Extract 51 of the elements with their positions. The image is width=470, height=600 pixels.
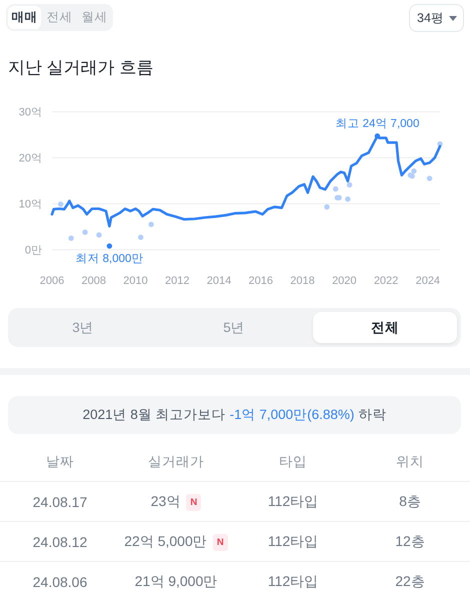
y-tick-label: 20억 bbox=[18, 152, 42, 165]
text: -1억 7,000만(6.88%) bbox=[230, 406, 354, 424]
text: 112타입 bbox=[268, 493, 318, 511]
y-tick-label: 0만 bbox=[24, 244, 42, 257]
text: 2021년 8월 최고가보다 bbox=[82, 406, 226, 424]
x-tick-label: 2018 bbox=[290, 275, 315, 287]
point bbox=[346, 182, 352, 188]
x-tick-label: 2024 bbox=[416, 275, 440, 287]
x-tick-label: 2006 bbox=[40, 275, 64, 287]
text: 112타입 bbox=[268, 573, 318, 591]
text: 12층 bbox=[395, 533, 425, 551]
text: 날짜 bbox=[46, 453, 74, 471]
point bbox=[332, 186, 338, 192]
point bbox=[345, 196, 350, 202]
text: 8층 bbox=[399, 493, 421, 511]
text: 23억 bbox=[150, 493, 180, 511]
y-tick-label: 30억 bbox=[18, 106, 42, 119]
point bbox=[68, 236, 74, 241]
point bbox=[96, 232, 102, 238]
x-tick-label: 2008 bbox=[82, 275, 106, 287]
point bbox=[106, 243, 112, 249]
text: 22층 bbox=[395, 573, 425, 591]
point bbox=[148, 222, 154, 228]
point bbox=[411, 168, 417, 174]
text: 타입 bbox=[279, 453, 307, 471]
chart-title: 지난 실거래가 흐름 bbox=[8, 57, 154, 79]
point bbox=[138, 234, 144, 240]
text: 하락 bbox=[358, 406, 386, 424]
point bbox=[426, 176, 432, 182]
x-tick-label: 2014 bbox=[206, 275, 232, 287]
text: 위치 bbox=[396, 453, 424, 471]
point bbox=[374, 133, 380, 139]
line-series bbox=[50, 134, 442, 228]
text: 112타입 bbox=[268, 533, 318, 551]
annotation: 최저 8,000만 bbox=[75, 253, 144, 266]
point bbox=[324, 204, 330, 210]
point bbox=[82, 230, 88, 235]
text: 24.08.06 bbox=[32, 574, 88, 590]
text: 22억 5,000만 bbox=[124, 533, 207, 551]
point bbox=[58, 201, 64, 207]
text: 24.08.12 bbox=[32, 534, 88, 550]
x-tick-label: 2022 bbox=[374, 275, 398, 287]
y-tick-label: 10억 bbox=[18, 198, 42, 211]
text: 실거래가 bbox=[148, 453, 204, 471]
x-tick-label: 2020 bbox=[332, 275, 357, 287]
x-tick-label: 2012 bbox=[165, 275, 190, 287]
annotation: 최고 24억 7,000 bbox=[335, 118, 420, 130]
text: 21억 9,000만 bbox=[134, 573, 218, 591]
text: 24.08.17 bbox=[32, 494, 88, 510]
x-tick-label: 2010 bbox=[123, 275, 148, 287]
x-tick-label: 2016 bbox=[248, 275, 274, 287]
